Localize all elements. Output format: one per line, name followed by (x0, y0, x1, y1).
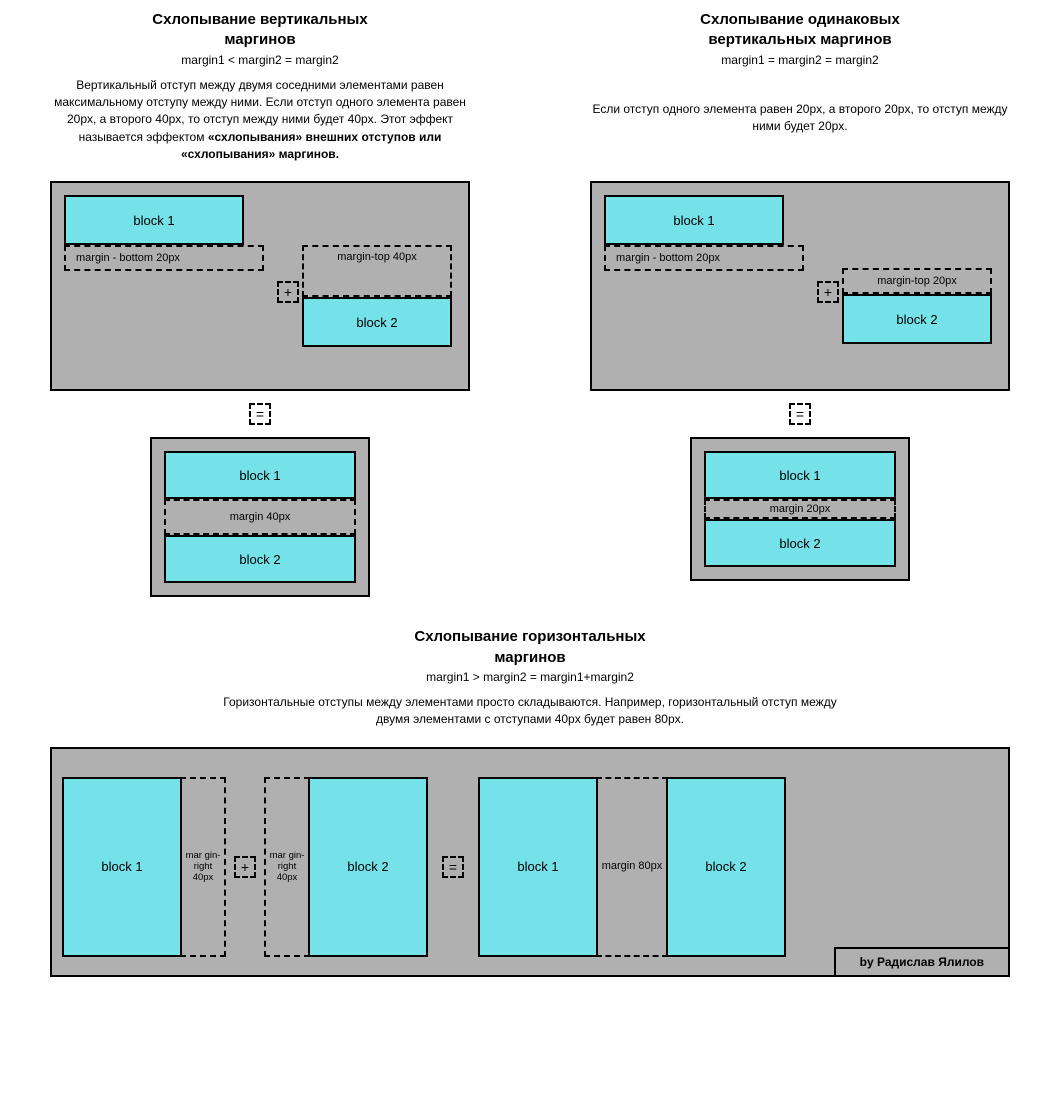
title: Схлопывание вертикальных маргинов (20, 10, 500, 51)
description: Вертикальный отступ между двумя соседним… (40, 77, 480, 164)
title: Схлопывание горизонтальных маргинов (20, 627, 1040, 668)
h-result-block1: block 1 (478, 777, 598, 957)
margin-bottom-box: margin - bottom 20px (64, 245, 264, 271)
h-block2: block 2 (308, 777, 428, 957)
title-line1: Схлопывание горизонтальных (414, 628, 645, 645)
formula: margin1 < margin2 = margin2 (20, 53, 500, 67)
result-block1: block 1 (704, 451, 896, 499)
attribution: by Радислав Ялилов (834, 947, 1010, 977)
section-horizontal-margins: Схлопывание горизонтальных маргинов marg… (20, 627, 1040, 976)
title: Схлопывание одинаковых вертикальных марг… (560, 10, 1040, 51)
block2: block 2 (302, 297, 452, 347)
formula: margin1 > margin2 = margin1+margin2 (20, 670, 1040, 684)
section-vertical-collapse: Схлопывание вертикальных маргинов margin… (20, 10, 500, 597)
h-margin-right1: mar gin- right 40px (180, 777, 226, 957)
result-block1: block 1 (164, 451, 356, 499)
h-margin-right2: mar gin- right 40px (264, 777, 310, 957)
margin-top-box: margin-top 20px (842, 268, 992, 294)
formula: margin1 = margin2 = margin2 (560, 53, 1040, 67)
result-block2: block 2 (704, 519, 896, 567)
margin-top-box: margin-top 40px (302, 245, 452, 297)
block1: block 1 (604, 195, 784, 245)
block1: block 1 (64, 195, 244, 245)
equals-icon: = (249, 403, 271, 425)
description: Если отступ одного элемента равен 20px, … (580, 101, 1020, 136)
margin-bottom-box: margin - bottom 20px (604, 245, 804, 271)
title-line1: Схлопывание одинаковых (700, 11, 900, 28)
h-block1: block 1 (62, 777, 182, 957)
section-equal-vertical-collapse: Схлопывание одинаковых вертикальных марг… (560, 10, 1040, 597)
plus-icon: + (277, 281, 299, 303)
plus-icon: + (817, 281, 839, 303)
result-block2: block 2 (164, 535, 356, 583)
block2: block 2 (842, 294, 992, 344)
h-result-margin: margin 80px (596, 777, 668, 957)
description: Горизонтальные отступы между элементами … (220, 694, 840, 729)
title-line2: вертикальных маргинов (708, 31, 891, 48)
desc-bold: «схлопывания» внешних отступов или «схло… (181, 130, 441, 161)
plus-icon: + (234, 856, 256, 878)
title-line2: маргинов (224, 31, 295, 48)
result-margin-box: margin 40px (164, 499, 356, 535)
equals-icon: = (789, 403, 811, 425)
result-margin-box: margin 20px (704, 499, 896, 519)
diagram-result-panel: block 1 margin 40px block 2 (150, 437, 370, 597)
equals-icon: = (442, 856, 464, 878)
h-result-block2: block 2 (666, 777, 786, 957)
diagram-top-panel: block 1 margin - bottom 20px + margin-to… (50, 181, 470, 391)
diagram-top-panel: block 1 margin - bottom 20px + margin-to… (590, 181, 1010, 391)
title-line1: Схлопывание вертикальных (152, 11, 367, 28)
title-line2: маргинов (494, 649, 565, 666)
diagram-result-panel: block 1 margin 20px block 2 (690, 437, 910, 581)
diagram-horizontal-panel: block 1 mar gin- right 40px + mar gin- r… (50, 747, 1010, 977)
